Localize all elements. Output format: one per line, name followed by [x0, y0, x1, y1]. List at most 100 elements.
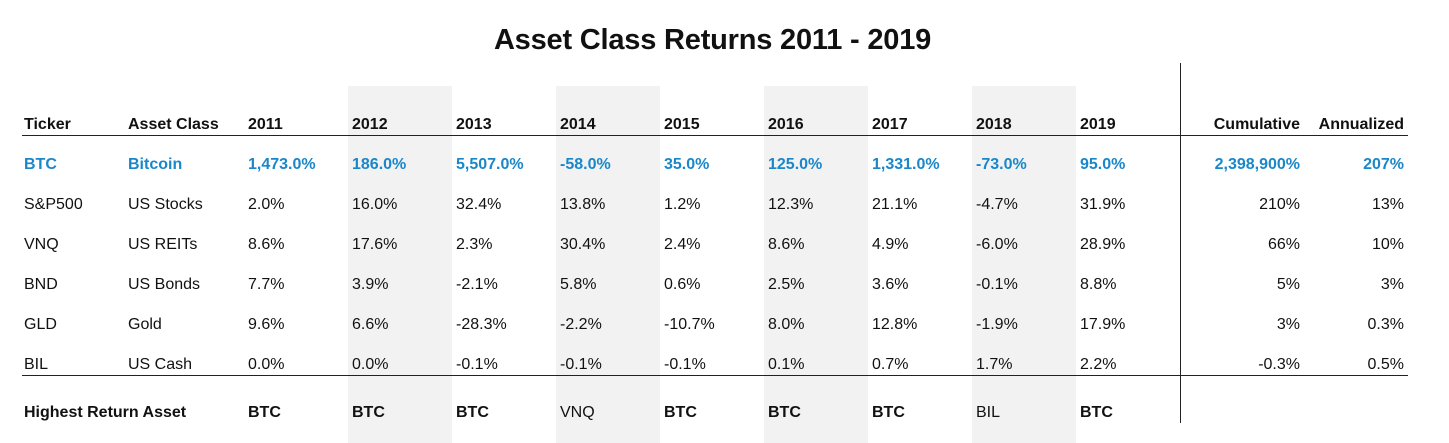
annualized-cell: 0.3% [1367, 316, 1404, 333]
cumulative-cell: 66% [1267, 236, 1300, 253]
return-cell: 21.1% [872, 196, 918, 213]
highest-return-cell: BTC [456, 404, 489, 421]
shaded-column [348, 86, 452, 443]
highest-return-cell: BTC [1080, 404, 1113, 421]
highest-return-cell: BTC [768, 404, 801, 421]
footer-label: Highest Return Asset [24, 404, 187, 421]
return-cell: 0.7% [872, 356, 909, 373]
return-cell: 16.0% [352, 196, 398, 213]
highest-return-cell: BTC [664, 404, 697, 421]
table-bottom-line [22, 375, 1408, 376]
column-header: 2016 [768, 116, 804, 133]
column-header: 2019 [1080, 116, 1116, 133]
return-cell: 9.6% [248, 316, 285, 333]
asset-class-cell: Bitcoin [128, 156, 183, 173]
shaded-column [556, 86, 660, 443]
ticker-cell: BIL [24, 356, 49, 373]
return-cell: 0.0% [352, 356, 389, 373]
return-cell: -0.1% [456, 356, 498, 373]
chart-title: Asset Class Returns 2011 - 2019 [493, 24, 932, 56]
return-cell: 32.4% [456, 196, 502, 213]
column-header: Ticker [24, 116, 71, 133]
column-header: Annualized [1318, 116, 1404, 133]
annualized-cell: 207% [1363, 156, 1404, 173]
return-cell: -1.9% [976, 316, 1018, 333]
return-cell: -10.7% [664, 316, 715, 333]
cumulative-cell: -0.3% [1258, 356, 1300, 373]
return-cell: -0.1% [976, 276, 1018, 293]
return-cell: 1.7% [976, 356, 1013, 373]
column-header: 2015 [664, 116, 700, 133]
return-cell: 3.9% [352, 276, 389, 293]
ticker-cell: BTC [24, 156, 57, 173]
return-cell: 2.4% [664, 236, 701, 253]
return-cell: 186.0% [352, 156, 407, 173]
return-cell: 0.6% [664, 276, 701, 293]
summary-divider [1180, 63, 1181, 423]
return-cell: 3.6% [872, 276, 909, 293]
ticker-cell: S&P500 [24, 196, 83, 213]
return-cell: 17.9% [1080, 316, 1126, 333]
return-cell: -2.1% [456, 276, 498, 293]
return-cell: 8.8% [1080, 276, 1117, 293]
cumulative-cell: 2,398,900% [1214, 156, 1300, 173]
cumulative-cell: 3% [1276, 316, 1300, 333]
return-cell: 35.0% [664, 156, 710, 173]
cumulative-cell: 5% [1276, 276, 1300, 293]
return-cell: -2.2% [560, 316, 602, 333]
column-header: 2012 [352, 116, 388, 133]
return-cell: 12.8% [872, 316, 918, 333]
ticker-cell: VNQ [24, 236, 59, 253]
asset-class-cell: Gold [128, 316, 162, 333]
shaded-column [764, 86, 868, 443]
highest-return-cell: BTC [248, 404, 281, 421]
header-underline [22, 135, 1408, 136]
return-cell: 28.9% [1080, 236, 1126, 253]
annualized-cell: 3% [1380, 276, 1404, 293]
column-header: 2013 [456, 116, 492, 133]
ticker-cell: BND [24, 276, 58, 293]
return-cell: 95.0% [1080, 156, 1126, 173]
return-cell: 7.7% [248, 276, 285, 293]
return-cell: 5.8% [560, 276, 597, 293]
return-cell: 13.8% [560, 196, 606, 213]
return-cell: 31.9% [1080, 196, 1126, 213]
column-header: 2017 [872, 116, 908, 133]
shaded-column [972, 86, 1076, 443]
highest-return-cell: BTC [352, 404, 385, 421]
return-cell: 8.6% [248, 236, 285, 253]
ticker-cell: GLD [24, 316, 57, 333]
annualized-cell: 13% [1371, 196, 1404, 213]
return-cell: 0.0% [248, 356, 285, 373]
asset-class-cell: US REITs [128, 236, 198, 253]
return-cell: -28.3% [456, 316, 507, 333]
return-cell: -0.1% [664, 356, 706, 373]
return-cell: -73.0% [976, 156, 1027, 173]
return-cell: 12.3% [768, 196, 814, 213]
highest-return-cell: BIL [976, 404, 1001, 421]
return-cell: 2.0% [248, 196, 285, 213]
asset-class-cell: US Cash [128, 356, 193, 373]
return-cell: 5,507.0% [456, 156, 524, 173]
return-cell: 125.0% [768, 156, 823, 173]
return-cell: 30.4% [560, 236, 606, 253]
return-cell: 8.0% [768, 316, 805, 333]
return-cell: -0.1% [560, 356, 602, 373]
return-cell: 1,331.0% [872, 156, 940, 173]
annualized-cell: 0.5% [1367, 356, 1404, 373]
return-cell: 0.1% [768, 356, 805, 373]
column-header: Cumulative [1213, 116, 1300, 133]
return-cell: 1,473.0% [248, 156, 316, 173]
return-cell: 1.2% [664, 196, 701, 213]
column-header: Asset Class [128, 116, 219, 133]
return-cell: 2.5% [768, 276, 805, 293]
return-cell: 4.9% [872, 236, 909, 253]
cumulative-cell: 210% [1259, 196, 1300, 213]
return-cell: -6.0% [976, 236, 1018, 253]
highest-return-cell: BTC [872, 404, 905, 421]
return-cell: 8.6% [768, 236, 805, 253]
return-cell: 2.3% [456, 236, 493, 253]
column-header: 2011 [248, 116, 283, 133]
return-cell: 2.2% [1080, 356, 1117, 373]
highest-return-cell: VNQ [560, 404, 595, 421]
